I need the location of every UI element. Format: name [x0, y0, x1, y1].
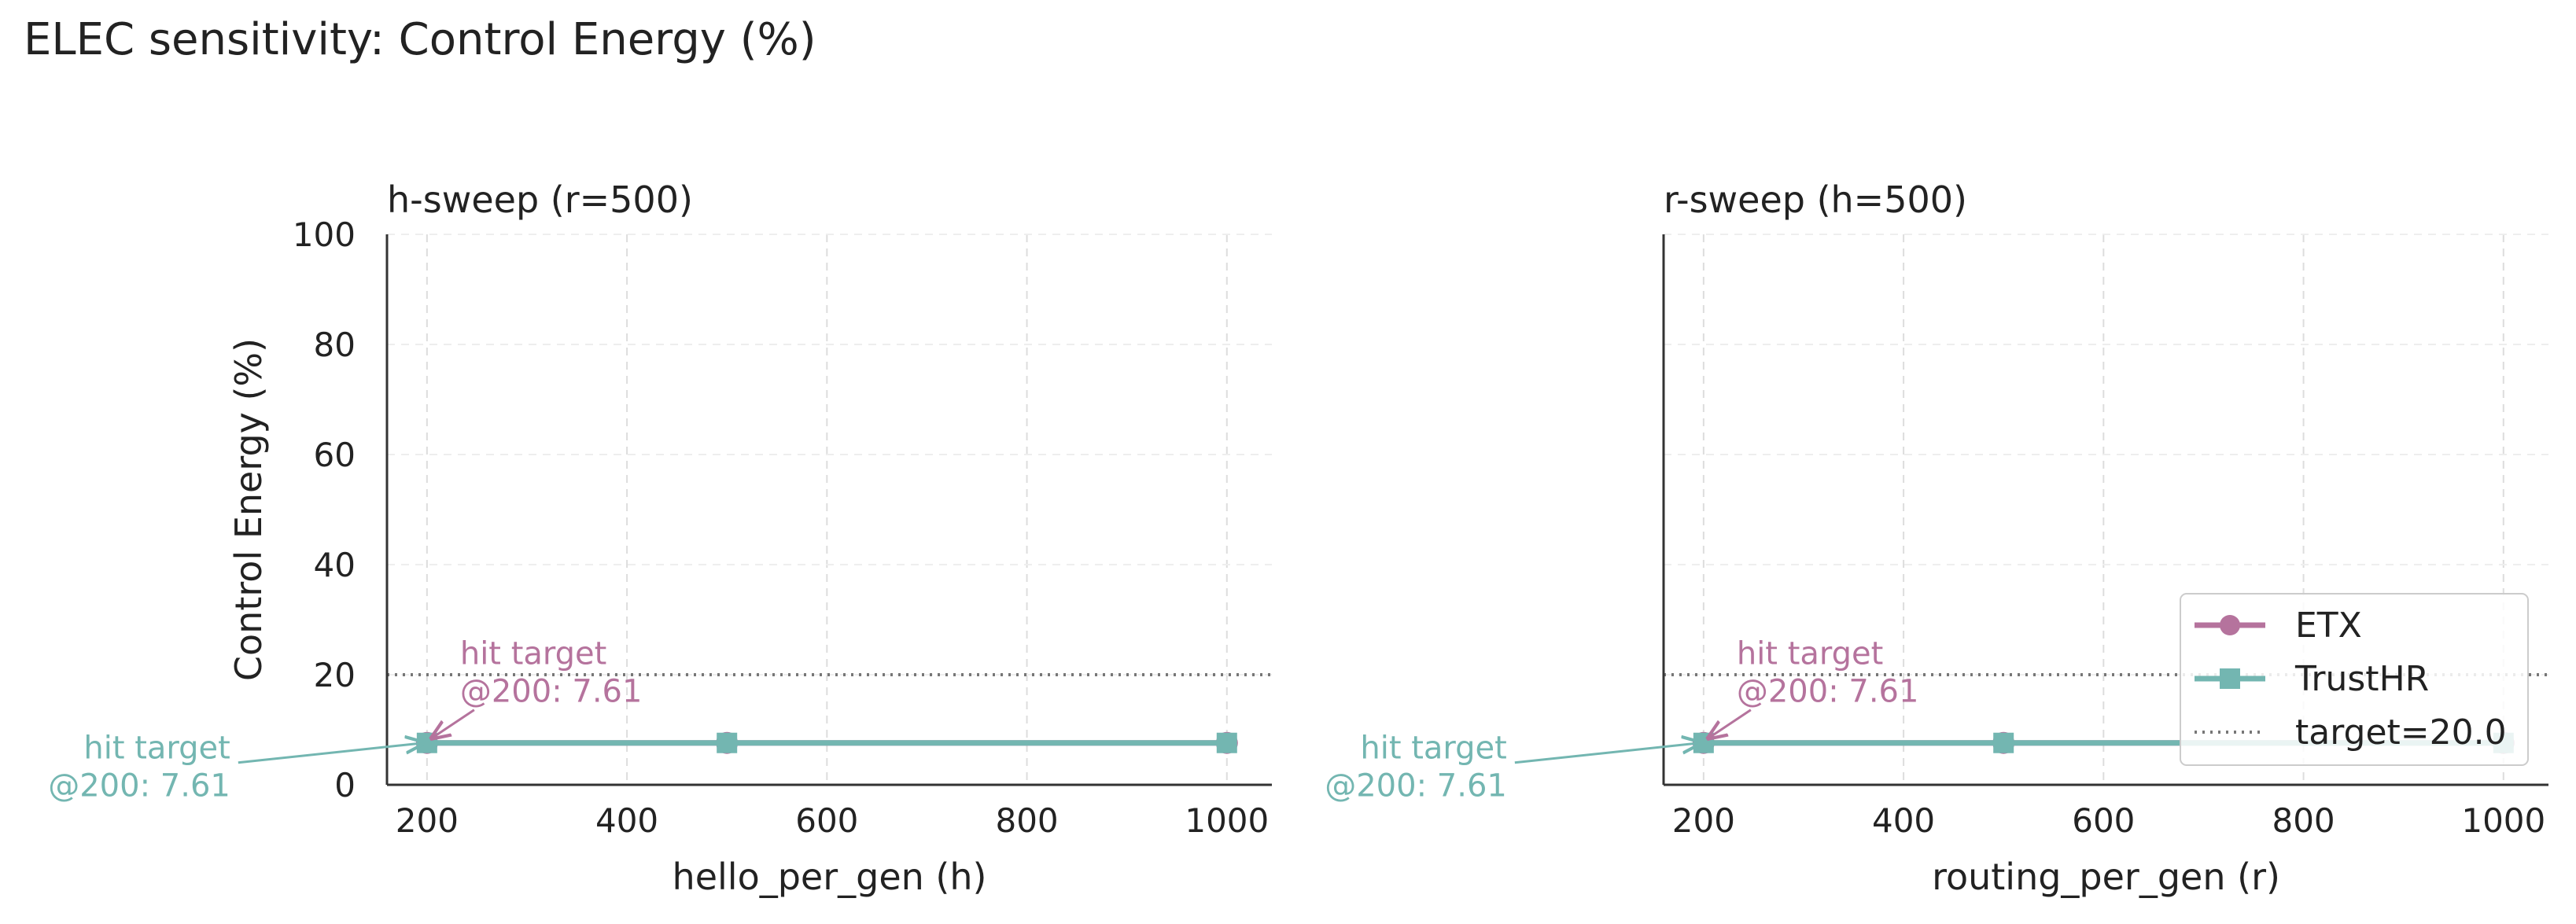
- data-point-trusthr: [1216, 732, 1237, 753]
- y-tick-label: 20: [314, 656, 356, 694]
- annotation-value-trusthr: @200: 7.61: [1325, 768, 1507, 804]
- x-tick-label: 600: [2072, 801, 2135, 840]
- legend-label: target=20.0: [2295, 712, 2507, 753]
- y-tick-label: 40: [314, 546, 356, 584]
- y-tick-label: 80: [314, 326, 356, 364]
- legend-label: ETX: [2295, 606, 2362, 646]
- data-point-trusthr: [717, 732, 738, 753]
- annotation-label-trusthr: hit target: [83, 731, 230, 767]
- legend-box: [2180, 593, 2529, 766]
- annotation-label-trusthr: hit target: [1360, 731, 1506, 767]
- y-tick-label: 100: [293, 215, 356, 254]
- data-point-trusthr: [1993, 732, 2014, 753]
- y-tick-label: 0: [334, 766, 356, 804]
- legend-swatch-marker: [2220, 615, 2240, 635]
- chart-panel-1: 200 400 600 800 1000 0 20 40 60 80 100 h-sweep (r=5…: [48, 179, 1272, 898]
- figure-title: ELEC sensitivity: Control Energy (%): [24, 14, 816, 65]
- x-tick-label: 200: [1672, 801, 1735, 840]
- x-tick-label: 1000: [2461, 801, 2545, 840]
- legend: ETX TrustHR target=20.0: [2180, 593, 2529, 766]
- x-tick-label: 400: [595, 801, 658, 840]
- x-tick-label: 600: [795, 801, 858, 840]
- annotation-arrow-trusthr: [238, 743, 424, 764]
- x-tick-label: 1000: [1185, 801, 1269, 840]
- x-tick-label: 800: [2272, 801, 2335, 840]
- annotation-arrow-etx: [432, 709, 475, 738]
- x-tick-label: 400: [1872, 801, 1935, 840]
- y-tick-label: 60: [314, 436, 356, 474]
- panel-title: r-sweep (h=500): [1664, 179, 1967, 221]
- legend-swatch-marker: [2220, 668, 2240, 689]
- legend-label: TrustHR: [2294, 659, 2429, 699]
- annotation-arrow-etx: [1708, 709, 1752, 738]
- x-tick-label: 800: [995, 801, 1058, 840]
- annotation-value-etx: @200: 7.61: [460, 674, 643, 710]
- annotation-value-etx: @200: 7.61: [1737, 674, 1919, 710]
- y-axis-label: Control Energy (%): [227, 338, 270, 681]
- panel-title: h-sweep (r=500): [387, 179, 693, 221]
- annotation-label-etx: hit target: [460, 636, 606, 672]
- chart-panel-2: 200 400 600 800 1000 r-sweep (h=500) routing_p…: [1325, 179, 2548, 898]
- x-axis-label: hello_per_gen (h): [673, 856, 987, 898]
- annotation-label-etx: hit target: [1737, 636, 1883, 672]
- annotation-value-trusthr: @200: 7.61: [48, 768, 230, 804]
- annotation-arrow-trusthr: [1514, 743, 1701, 764]
- x-axis-label: routing_per_gen (r): [1932, 856, 2280, 898]
- x-tick-label: 200: [396, 801, 459, 840]
